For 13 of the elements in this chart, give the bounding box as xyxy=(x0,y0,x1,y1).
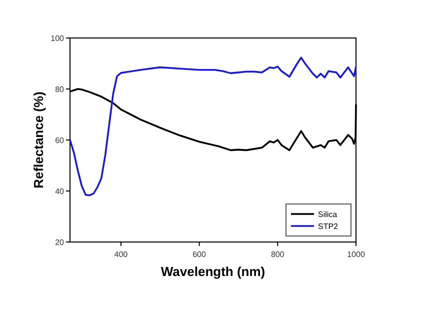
y-tick-label: 80 xyxy=(55,85,65,94)
y-tick-label: 60 xyxy=(55,136,65,145)
legend-label: STP2 xyxy=(318,222,339,231)
y-tick-label: 100 xyxy=(50,34,65,43)
legend-label: Silica xyxy=(318,210,338,219)
x-tick-label: 800 xyxy=(270,250,285,259)
x-tick-label: 600 xyxy=(192,250,207,259)
x-tick-label: 400 xyxy=(114,250,128,259)
y-tick-label: 40 xyxy=(55,187,65,196)
y-axis-title: Reflectance (%) xyxy=(31,92,46,188)
y-tick-label: 20 xyxy=(55,238,65,247)
x-tick-label: 1000 xyxy=(347,250,366,259)
x-axis-title: Wavelength (nm) xyxy=(160,264,266,279)
